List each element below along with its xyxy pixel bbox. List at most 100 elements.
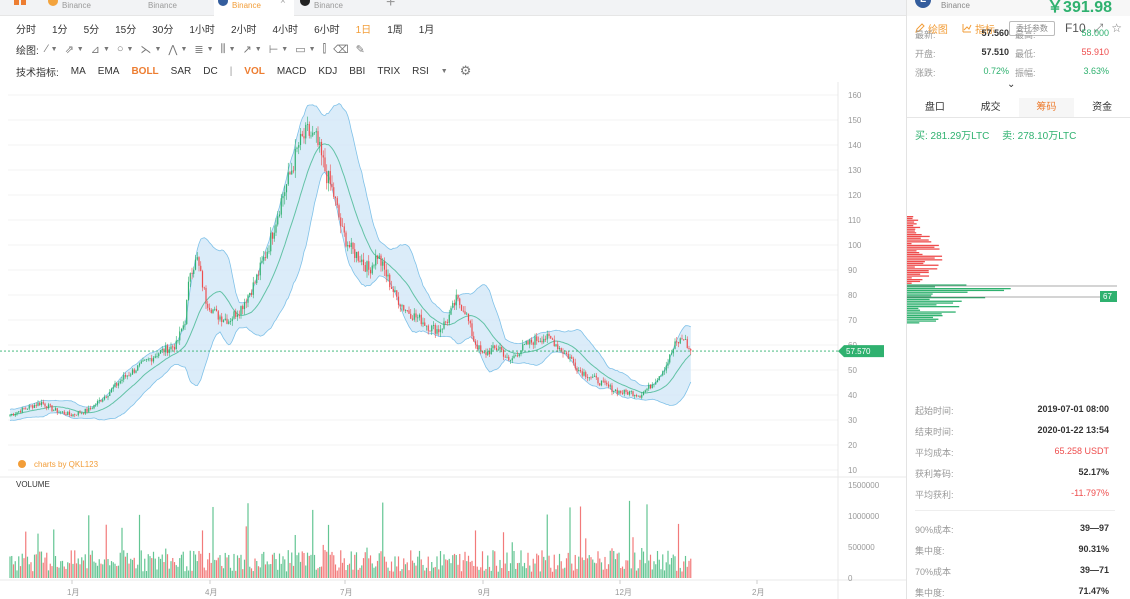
bars-tool-icon[interactable]: ⫿ bbox=[322, 42, 327, 55]
volume-bars bbox=[9, 500, 692, 578]
indicator-trix[interactable]: TRIX bbox=[377, 65, 401, 77]
volume-bar bbox=[459, 553, 461, 578]
candle-body bbox=[555, 344, 557, 347]
tab-trades[interactable]: 成交 bbox=[980, 102, 1001, 113]
chart-overlay: 57.570 charts by QKL123 VOLUME bbox=[0, 345, 884, 489]
timeframe-item[interactable]: 30分 bbox=[152, 24, 174, 36]
trash-icon[interactable]: ⌫ bbox=[333, 43, 349, 56]
candle-body bbox=[427, 325, 429, 331]
channel-tool-icon[interactable]: ⊿ ▼ bbox=[90, 43, 110, 56]
timeframe-item[interactable]: 6小时 bbox=[314, 24, 340, 36]
arrow-tool-icon[interactable]: ↗ ▼ bbox=[242, 43, 262, 56]
custom-params-button[interactable]: 委托参数 bbox=[1008, 20, 1055, 36]
wave-tool-icon[interactable]: ⋋ ▼ bbox=[140, 43, 162, 56]
candle-body bbox=[172, 346, 174, 348]
timeframe-item[interactable]: 15分 bbox=[115, 24, 137, 36]
volume-bar bbox=[380, 551, 382, 578]
candle-body bbox=[425, 325, 428, 327]
volume-bar bbox=[35, 554, 37, 578]
indicator-macd[interactable]: MACD bbox=[276, 65, 307, 77]
f10-button[interactable]: F10 bbox=[1064, 21, 1086, 35]
pattern-tool-icon[interactable]: ⋀ ▼ bbox=[168, 43, 188, 56]
volume-bar bbox=[70, 550, 72, 578]
eraser-icon[interactable]: ✎ bbox=[355, 43, 365, 56]
timeframe-item[interactable]: 4小时 bbox=[272, 24, 299, 36]
volume-bar bbox=[518, 562, 520, 578]
candle-body bbox=[635, 395, 638, 397]
tab-4[interactable]: Binance bbox=[296, 0, 376, 16]
volume-bar bbox=[228, 554, 230, 578]
comment-tool-icon[interactable]: ▭ ▼ bbox=[295, 43, 316, 56]
volume-bar bbox=[312, 509, 314, 578]
circle-tool-icon[interactable]: ○ ▼ bbox=[116, 43, 134, 55]
price-tick-label: 30 bbox=[848, 416, 857, 425]
period-tool-icon[interactable]: ⫼ ▼ bbox=[220, 42, 236, 55]
candle-body bbox=[187, 281, 190, 300]
chip-bar bbox=[907, 262, 924, 265]
volume-bar bbox=[271, 554, 274, 578]
timeframe-item[interactable]: 5分 bbox=[83, 24, 100, 36]
indicator-more-icon[interactable]: ▼ bbox=[440, 67, 448, 75]
volume-bar bbox=[194, 554, 197, 578]
star-icon[interactable]: ☆ bbox=[1111, 21, 1122, 35]
volume-bar bbox=[543, 556, 545, 578]
indicator-vol[interactable]: VOL bbox=[244, 65, 265, 77]
timeframe-item[interactable]: 1分 bbox=[52, 24, 68, 36]
indicator-dc[interactable]: DC bbox=[203, 65, 218, 77]
stat-label: 开盘: bbox=[915, 49, 936, 59]
timeframe-item[interactable]: 1周 bbox=[387, 24, 403, 36]
indicator-sar[interactable]: SAR bbox=[170, 65, 192, 77]
volume-tick-label: 500000 bbox=[848, 543, 875, 552]
info-value: 2020-01-22 13:54 bbox=[1037, 425, 1109, 435]
tab-1[interactable]: Binance bbox=[46, 0, 126, 16]
indicator-ma[interactable]: MA bbox=[70, 65, 86, 77]
range-tool-icon[interactable]: ⊢ ▼ bbox=[268, 43, 289, 56]
gear-icon[interactable]: ⚙ bbox=[459, 63, 472, 78]
grid-menu-icon[interactable] bbox=[14, 0, 26, 8]
close-icon[interactable]: × bbox=[280, 0, 286, 7]
tab-2[interactable]: Binance bbox=[132, 0, 212, 16]
candle-body bbox=[285, 184, 288, 193]
indicator-bbi[interactable]: BBI bbox=[349, 65, 366, 77]
line-tool-icon[interactable]: ⁄ ▼ bbox=[45, 43, 58, 55]
candle-body bbox=[231, 318, 233, 322]
price-chart[interactable]: 1601501401301201101009080706050403020101… bbox=[0, 82, 906, 599]
candle-body bbox=[23, 407, 25, 409]
volume-bar bbox=[151, 558, 153, 578]
chip-bar bbox=[907, 298, 930, 301]
fullscreen-icon[interactable]: ⤢ bbox=[1093, 20, 1104, 35]
volume-bar bbox=[198, 550, 200, 578]
indicator-button[interactable]: 指标 bbox=[962, 21, 995, 36]
candle-body bbox=[303, 136, 305, 139]
candle-body bbox=[112, 387, 114, 389]
indicator-boll[interactable]: BOLL bbox=[131, 65, 159, 77]
timeframe-item[interactable]: 2小时 bbox=[230, 24, 257, 36]
timeframe-item[interactable]: 1小时 bbox=[189, 24, 215, 36]
indicator-rsi[interactable]: RSI bbox=[412, 65, 429, 77]
tab-funds[interactable]: 资金 bbox=[1092, 102, 1113, 113]
tab-chips[interactable]: 筹码 bbox=[1018, 98, 1075, 117]
candle-body bbox=[68, 411, 71, 415]
ray-tool-icon[interactable]: ⇗ ▼ bbox=[64, 43, 84, 56]
chip-bar bbox=[907, 261, 925, 263]
tab-3[interactable]: Binance × bbox=[214, 0, 294, 16]
price-tick-label: 10 bbox=[848, 466, 857, 475]
chip-bar bbox=[907, 250, 917, 252]
candle-body bbox=[551, 338, 554, 340]
timeframe-item-active[interactable]: 1日 bbox=[355, 24, 372, 36]
volume-bar bbox=[579, 506, 582, 578]
timeframe-item[interactable]: 分时 bbox=[16, 24, 36, 36]
indicator-ema[interactable]: EMA bbox=[97, 65, 120, 77]
indicator-kdj[interactable]: KDJ bbox=[318, 65, 338, 77]
fib-tool-icon[interactable]: ≣ ▼ bbox=[194, 43, 214, 56]
candle-body bbox=[240, 306, 242, 315]
volume-bar bbox=[145, 571, 148, 578]
draw-button[interactable]: 绘图 bbox=[915, 21, 948, 36]
timeframe-item[interactable]: 1月 bbox=[418, 24, 435, 36]
candle-body bbox=[518, 354, 520, 357]
chip-bar bbox=[907, 288, 1011, 290]
tab-orderbook[interactable]: 盘口 bbox=[924, 102, 945, 113]
chevron-down-icon[interactable]: ⌄ bbox=[1007, 79, 1016, 90]
add-tab-icon[interactable]: + bbox=[386, 0, 396, 11]
volume-tick-label: 1000000 bbox=[848, 512, 880, 521]
